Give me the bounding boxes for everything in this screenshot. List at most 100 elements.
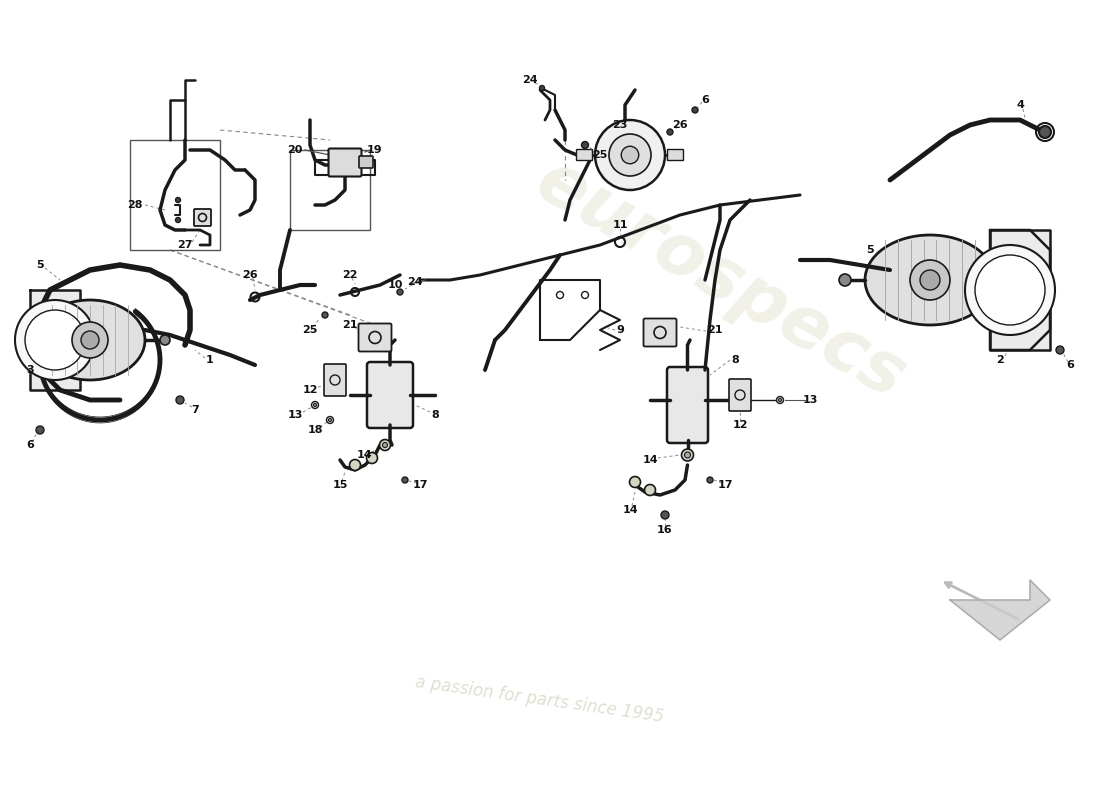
Text: 5: 5: [866, 245, 873, 255]
Ellipse shape: [865, 235, 996, 325]
Circle shape: [609, 134, 651, 176]
Circle shape: [72, 322, 108, 358]
Circle shape: [684, 452, 691, 458]
FancyBboxPatch shape: [667, 367, 708, 443]
Circle shape: [920, 270, 940, 290]
Text: 14: 14: [642, 455, 658, 465]
Circle shape: [322, 312, 328, 318]
Circle shape: [379, 439, 390, 450]
Circle shape: [176, 396, 184, 404]
Text: 10: 10: [387, 280, 403, 290]
Text: 19: 19: [367, 145, 383, 155]
Circle shape: [965, 245, 1055, 335]
Text: 21: 21: [342, 320, 358, 330]
Circle shape: [397, 289, 403, 295]
Circle shape: [327, 417, 333, 423]
Text: 5: 5: [36, 260, 44, 270]
Circle shape: [645, 485, 656, 495]
Circle shape: [621, 146, 639, 164]
Text: 24: 24: [522, 75, 538, 85]
Polygon shape: [950, 580, 1050, 640]
Circle shape: [1040, 126, 1050, 138]
Text: 25: 25: [302, 325, 318, 335]
Text: 12: 12: [302, 385, 318, 395]
FancyBboxPatch shape: [324, 364, 346, 396]
Ellipse shape: [35, 300, 145, 380]
Circle shape: [975, 255, 1045, 325]
Circle shape: [539, 86, 544, 90]
Circle shape: [1056, 346, 1064, 354]
Circle shape: [160, 335, 170, 345]
Circle shape: [350, 459, 361, 470]
Text: eurospecs: eurospecs: [522, 146, 917, 414]
Circle shape: [595, 120, 666, 190]
Circle shape: [910, 260, 950, 300]
Text: 7: 7: [191, 405, 199, 415]
Text: 20: 20: [287, 145, 303, 155]
Text: 11: 11: [613, 220, 628, 230]
FancyBboxPatch shape: [359, 156, 373, 168]
Circle shape: [777, 397, 783, 403]
Circle shape: [329, 418, 331, 422]
Polygon shape: [30, 290, 80, 390]
Circle shape: [682, 449, 693, 461]
Circle shape: [15, 300, 95, 380]
Text: 21: 21: [707, 325, 723, 335]
Text: 4: 4: [1016, 100, 1024, 110]
Circle shape: [383, 442, 387, 447]
Circle shape: [402, 477, 408, 483]
Text: 18: 18: [307, 425, 322, 435]
FancyBboxPatch shape: [329, 149, 362, 177]
FancyBboxPatch shape: [367, 362, 412, 428]
Text: 26: 26: [672, 120, 688, 130]
Text: 23: 23: [613, 120, 628, 130]
Text: 28: 28: [128, 200, 143, 210]
Circle shape: [661, 511, 669, 519]
Text: 8: 8: [431, 410, 439, 420]
Text: 13: 13: [287, 410, 303, 420]
Text: 2: 2: [997, 355, 1004, 365]
Text: 14: 14: [623, 505, 638, 515]
Circle shape: [176, 198, 180, 202]
Circle shape: [311, 402, 319, 409]
Text: 25: 25: [592, 150, 607, 160]
Text: 17: 17: [717, 480, 733, 490]
Text: 6: 6: [26, 440, 34, 450]
Circle shape: [176, 218, 180, 222]
FancyBboxPatch shape: [576, 150, 593, 161]
Text: 13: 13: [802, 395, 817, 405]
FancyBboxPatch shape: [194, 209, 211, 226]
Text: 6: 6: [701, 95, 708, 105]
Text: 12: 12: [733, 420, 748, 430]
Circle shape: [81, 331, 99, 349]
Circle shape: [629, 477, 640, 487]
Text: a passion for parts since 1995: a passion for parts since 1995: [415, 674, 666, 726]
Text: 27: 27: [177, 240, 192, 250]
Text: 26: 26: [242, 270, 257, 280]
Circle shape: [692, 107, 698, 113]
Text: 17: 17: [412, 480, 428, 490]
Circle shape: [779, 398, 781, 402]
Circle shape: [839, 274, 851, 286]
Text: 9: 9: [616, 325, 624, 335]
Text: 3: 3: [26, 365, 34, 375]
FancyBboxPatch shape: [359, 323, 392, 351]
Text: 16: 16: [657, 525, 673, 535]
Circle shape: [25, 310, 85, 370]
Text: 6: 6: [1066, 360, 1074, 370]
Text: 14: 14: [358, 450, 373, 460]
Text: 15: 15: [332, 480, 348, 490]
Circle shape: [36, 426, 44, 434]
FancyBboxPatch shape: [668, 150, 683, 161]
Text: 1: 1: [206, 355, 213, 365]
Circle shape: [667, 129, 673, 135]
Text: 8: 8: [732, 355, 739, 365]
FancyBboxPatch shape: [644, 318, 676, 346]
Circle shape: [366, 453, 377, 463]
Text: 24: 24: [407, 277, 422, 287]
Text: 22: 22: [342, 270, 358, 280]
Circle shape: [582, 142, 588, 149]
Circle shape: [707, 477, 713, 483]
Polygon shape: [990, 230, 1050, 350]
Circle shape: [314, 403, 317, 406]
